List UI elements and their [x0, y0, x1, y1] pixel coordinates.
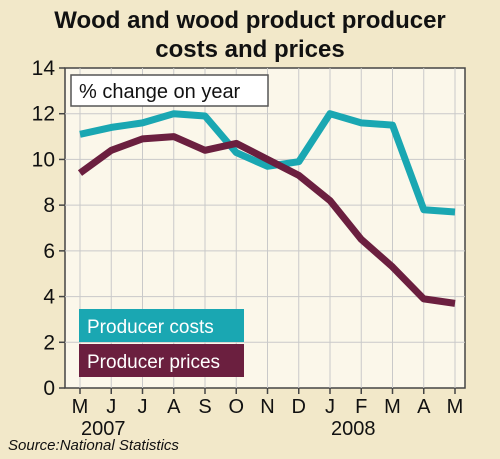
x-tick-label-9: F: [355, 396, 367, 418]
x-tick-label-2: J: [138, 396, 148, 418]
legend-swatch-0: [79, 309, 244, 342]
legend-label-1: Producer prices: [87, 352, 220, 373]
x-tick-label-3: A: [167, 396, 181, 418]
y-tick-label-0: 0: [43, 377, 55, 400]
legend-swatch-1: [79, 344, 244, 377]
x-tick-label-6: N: [260, 396, 274, 418]
y-tick-label-6: 12: [32, 103, 55, 126]
x-tick-label-10: M: [384, 396, 401, 418]
series-line-producer-prices: [77, 133, 456, 307]
y-tick-label-5: 10: [32, 148, 55, 171]
annotation-box: [70, 74, 269, 107]
x-tick-label-5: O: [228, 396, 244, 418]
x-tick-label-4: S: [198, 396, 211, 418]
y-tick-label-4: 8: [43, 194, 55, 217]
y-tick-label-7: 14: [32, 57, 56, 80]
x-year-label-2008: 2008: [331, 418, 376, 440]
y-tick-label-3: 6: [43, 240, 55, 263]
y-tick-label-1: 2: [43, 331, 55, 354]
legend-label-0: Producer costs: [87, 317, 214, 338]
series-line-producer-costs: [79, 110, 456, 216]
chart-title-line-2: costs and prices: [155, 36, 345, 63]
x-tick-label-1: J: [106, 396, 116, 418]
chart-title: Wood and wood product producer costs and…: [0, 6, 500, 64]
x-tick-label-11: A: [417, 396, 431, 418]
x-tick-label-0: M: [72, 396, 89, 418]
x-tick-label-7: D: [292, 396, 306, 418]
annotation-text: % change on year: [79, 81, 241, 103]
x-tick-label-12: M: [447, 396, 464, 418]
y-tick-label-2: 4: [43, 286, 55, 309]
source-note: Source:National Statistics: [8, 437, 179, 454]
chart-title-line-1: Wood and wood product producer: [54, 7, 446, 34]
x-year-label-2007: 2007: [81, 418, 126, 440]
x-tick-label-8: J: [325, 396, 335, 418]
